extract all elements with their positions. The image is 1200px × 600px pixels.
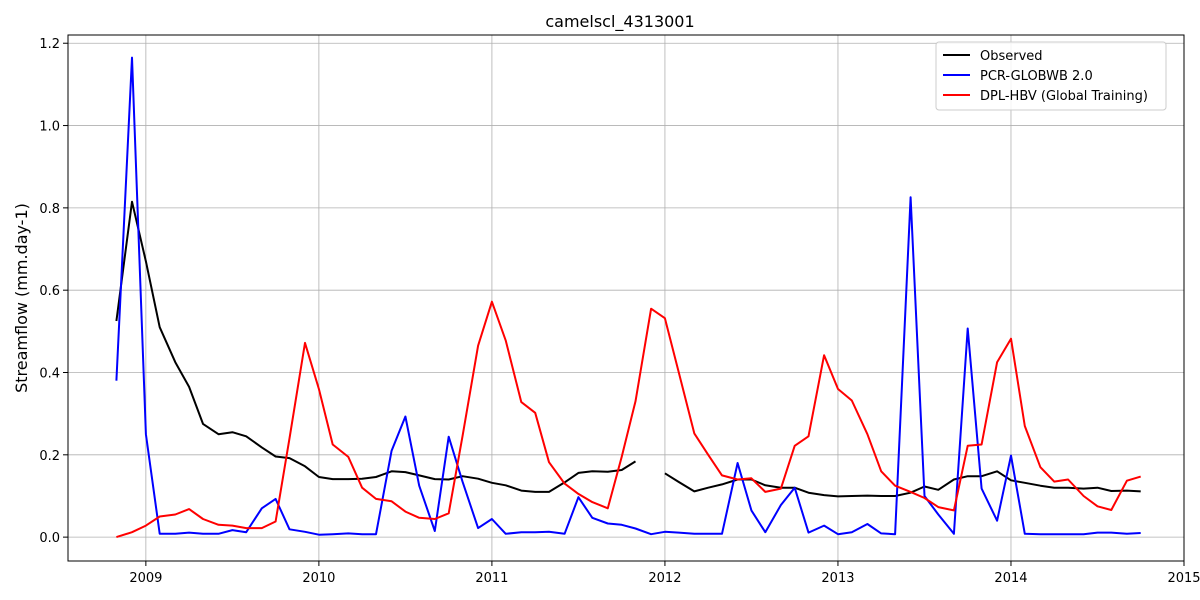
x-tick-label: 2015: [1167, 571, 1200, 586]
legend-label: Observed: [980, 49, 1043, 64]
legend-box: [935, 41, 1167, 111]
series-layer: [115, 56, 1141, 539]
y-tick-label: 0.2: [39, 449, 60, 464]
x-tick-label: 2010: [302, 571, 335, 586]
y-tick-label: 1.0: [39, 120, 60, 135]
legend-label: DPL-HBV (Global Training): [980, 89, 1148, 104]
chart-title: camelscl_4313001: [545, 12, 694, 32]
y-tick-label: 0.8: [39, 202, 60, 217]
y-tick-label: 0.6: [39, 284, 60, 299]
x-tick-label: 2014: [994, 571, 1027, 586]
legend: Observed PCR-GLOBWB 2.0 DPL-HBV (Global Tr…: [935, 41, 1167, 111]
y-tick-label: 0.4: [39, 366, 60, 381]
series-line-2: [115, 56, 1141, 536]
x-tick-label: 2009: [129, 571, 162, 586]
x-tick-label: 2012: [648, 571, 681, 586]
series-line-3: [116, 300, 1141, 539]
legend-label: PCR-GLOBWB 2.0: [980, 69, 1093, 84]
series-line-1: [115, 200, 1141, 498]
x-tick-label: 2011: [475, 571, 508, 586]
y-tick-label: 1.2: [39, 37, 60, 52]
y-axis-label: Streamflow (mm.day-1): [12, 203, 31, 393]
y-axis: 0.0 0.2 0.4 0.6 0.8 1.0 1.2: [39, 37, 68, 546]
y-tick-label: 0.0: [39, 531, 60, 546]
x-axis: 2009 2010 2011 2012 2013 2014 2015: [129, 561, 1200, 586]
plot-frame: [67, 34, 1185, 562]
x-tick-label: 2013: [821, 571, 854, 586]
